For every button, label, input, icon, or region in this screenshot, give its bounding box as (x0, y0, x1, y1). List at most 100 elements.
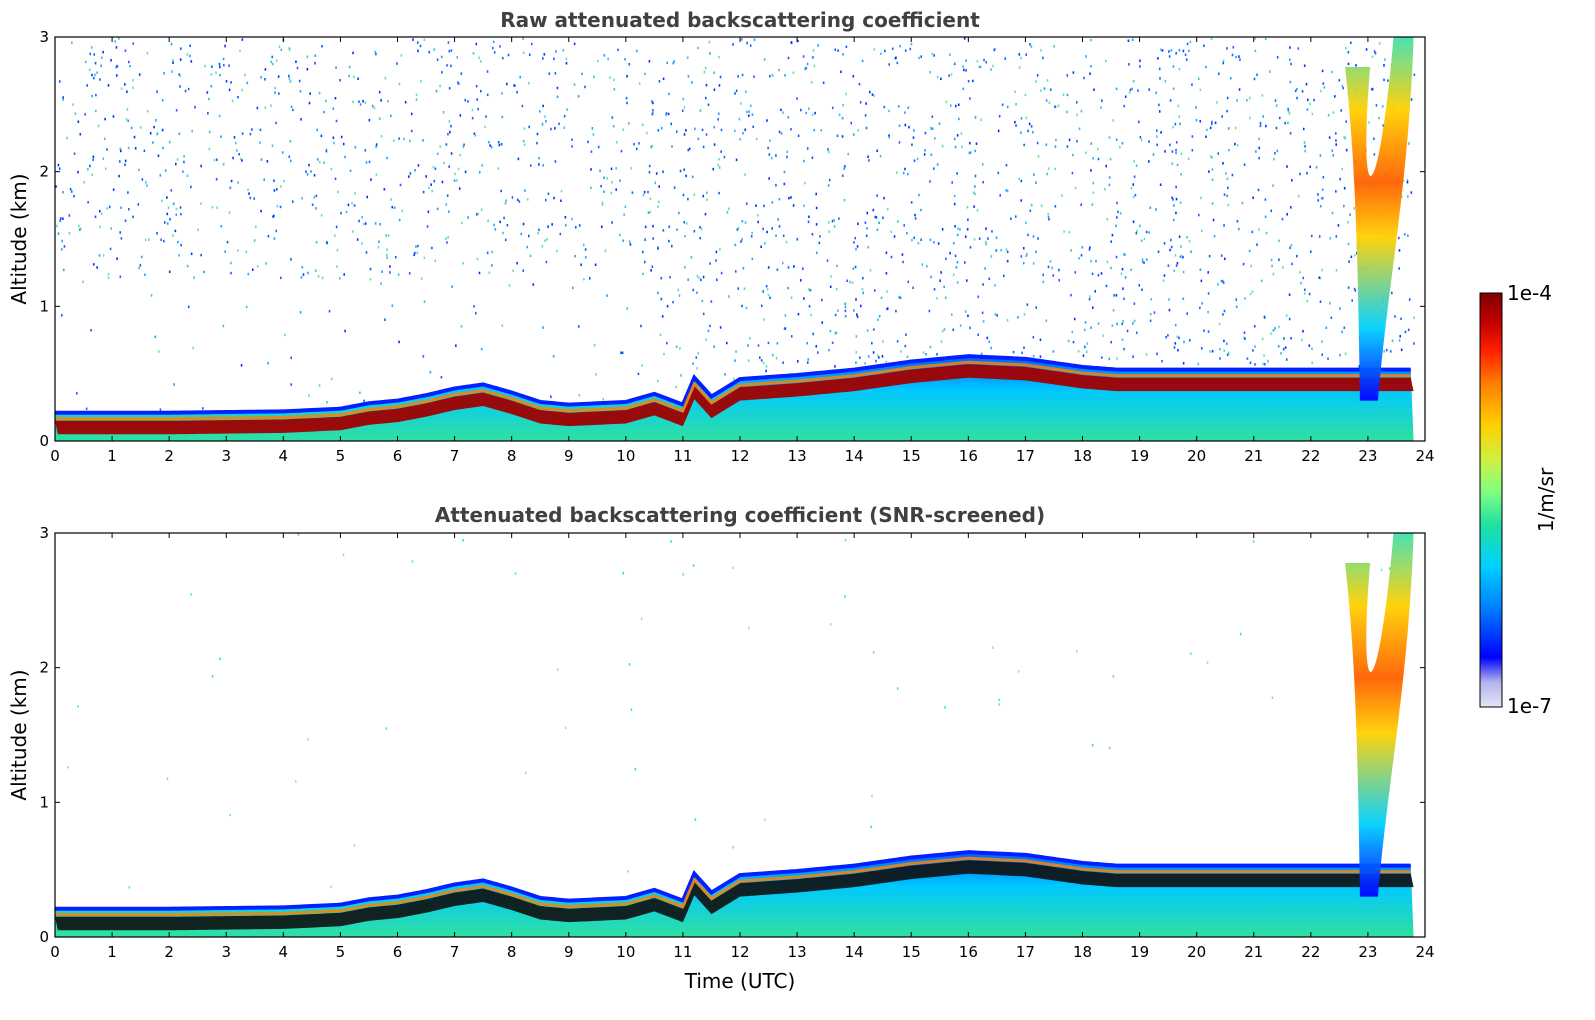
noise-speckle (1211, 202, 1214, 205)
noise-speckle (1005, 163, 1008, 167)
noise-speckle (223, 63, 225, 67)
noise-speckle (542, 164, 545, 167)
noise-speckle (292, 108, 294, 112)
noise-speckle (428, 186, 430, 190)
noise-speckle (602, 397, 605, 401)
noise-speckle (578, 224, 581, 227)
noise-speckle (1274, 99, 1277, 102)
noise-speckle (1223, 339, 1225, 343)
noise-speckle (1219, 347, 1221, 351)
noise-speckle (1226, 109, 1228, 113)
noise-speckle (904, 111, 906, 114)
noise-speckle (1271, 264, 1273, 268)
noise-speckle (351, 201, 353, 205)
noise-speckle (1249, 292, 1252, 296)
noise-speckle (115, 46, 118, 49)
noise-speckle (624, 205, 627, 209)
noise-speckle (657, 247, 659, 250)
noise-speckle (1176, 335, 1179, 339)
noise-speckle (408, 272, 411, 275)
noise-speckle (1184, 53, 1187, 57)
noise-speckle (1086, 342, 1089, 345)
noise-speckle (628, 240, 631, 243)
noise-speckle (522, 139, 525, 143)
noise-speckle (600, 184, 602, 188)
noise-speckle (1077, 350, 1080, 353)
noise-speckle (1243, 331, 1246, 334)
noise-speckle (659, 333, 662, 337)
noise-speckle (264, 77, 266, 81)
noise-speckle (325, 148, 328, 152)
noise-speckle (125, 118, 128, 121)
noise-speckle (522, 51, 525, 55)
noise-speckle (1080, 109, 1083, 113)
noise-speckle (662, 170, 664, 173)
x-axis-screened: 0 1 2 3 4 5 6 7 8 9 10 11 12 13 14 15 16 17 18 19 20 21 22 23 24 (50, 533, 1435, 961)
x-tick-label: 18 (1073, 447, 1092, 465)
noise-speckle (734, 129, 736, 133)
noise-speckle (594, 263, 597, 267)
noise-speckle (1055, 138, 1057, 142)
noise-speckle (800, 108, 802, 112)
noise-speckle (1177, 348, 1179, 352)
noise-speckle (865, 234, 868, 238)
noise-speckle (831, 106, 834, 110)
noise-speckle (1171, 196, 1173, 200)
noise-speckle (519, 75, 522, 79)
noise-speckle (1092, 181, 1095, 185)
noise-speckle (245, 305, 248, 309)
noise-speckle (1018, 53, 1021, 56)
noise-speckle (502, 231, 504, 235)
noise-speckle (1208, 254, 1211, 258)
noise-speckle (1413, 73, 1416, 77)
noise-speckle (767, 146, 769, 150)
noise-speckle (748, 114, 750, 117)
noise-speckle (642, 250, 644, 254)
noise-speckle (1303, 292, 1306, 295)
noise-speckle (1115, 255, 1118, 259)
noise-speckle (166, 196, 168, 199)
noise-speckle (141, 178, 144, 181)
noise-speckle (1270, 258, 1273, 262)
noise-speckle (1264, 215, 1267, 219)
noise-speckle (1319, 300, 1322, 303)
noise-speckle (224, 250, 227, 253)
noise-speckle (138, 266, 140, 270)
noise-speckle (872, 208, 875, 212)
noise-speckle (289, 159, 292, 163)
noise-speckle (399, 183, 402, 187)
noise-speckle (1344, 352, 1347, 356)
noise-speckle (1119, 145, 1121, 149)
noise-speckle (719, 75, 722, 79)
noise-speckle (624, 58, 626, 61)
noise-speckle (536, 132, 539, 136)
noise-speckle (907, 106, 910, 109)
noise-speckle (90, 329, 92, 332)
noise-speckle (1089, 72, 1091, 75)
noise-speckle (595, 373, 597, 376)
noise-speckle (593, 75, 595, 79)
noise-speckle (55, 185, 57, 188)
noise-speckle (514, 84, 517, 87)
noise-speckle (302, 273, 305, 276)
noise-speckle (833, 225, 836, 228)
panel-title-screened: Attenuated backscattering coefficient (S… (435, 503, 1045, 527)
noise-speckle (1039, 338, 1042, 342)
noise-speckle (601, 201, 604, 204)
noise-speckle (1040, 204, 1043, 207)
noise-speckle (1111, 324, 1114, 328)
noise-speckle (448, 49, 451, 53)
noise-speckle (726, 211, 729, 214)
noise-speckle (170, 42, 173, 46)
noise-speckle (849, 280, 851, 284)
noise-speckle (134, 147, 137, 150)
noise-speckle (1058, 268, 1060, 272)
noise-speckle (157, 154, 160, 158)
noise-speckle (592, 133, 595, 136)
noise-speckle (766, 288, 769, 291)
noise-speckle (462, 145, 465, 148)
noise-speckle (1106, 217, 1109, 221)
noise-speckle (811, 233, 814, 236)
noise-speckle (571, 286, 574, 290)
x-tick-label: 9 (564, 943, 574, 961)
